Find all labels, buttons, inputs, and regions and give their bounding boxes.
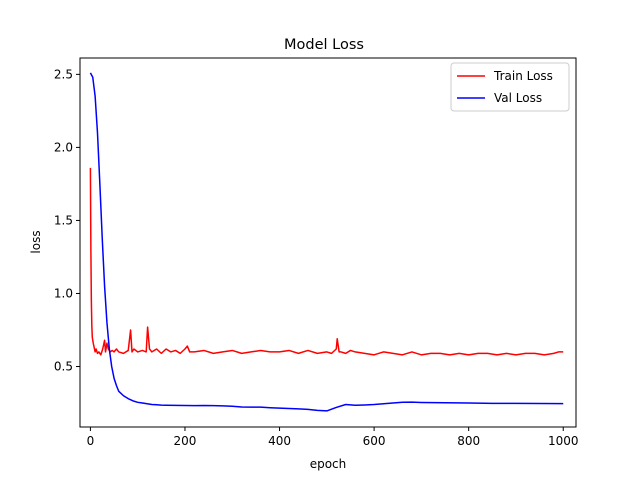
y-tick-label: 0.5 bbox=[54, 360, 73, 374]
x-tick-label: 0 bbox=[87, 434, 95, 448]
chart-title: Model Loss bbox=[284, 37, 364, 53]
plot-area bbox=[79, 57, 577, 428]
y-axis: 0.5 1.0 1.5 2.0 2.5 bbox=[54, 67, 80, 374]
series-layer bbox=[89, 72, 564, 412]
x-tick-label: 600 bbox=[363, 434, 386, 448]
legend-label-val-loss: Val Loss bbox=[494, 91, 542, 105]
legend-label-train-loss: Train Loss bbox=[493, 69, 553, 83]
x-axis: 0 200 400 600 800 1000 bbox=[87, 427, 579, 448]
y-axis-title: loss bbox=[29, 230, 43, 253]
y-tick-label: 2.5 bbox=[54, 67, 73, 81]
series-line-val-loss bbox=[89, 72, 564, 412]
legend: Train Loss Val Loss bbox=[450, 62, 570, 112]
plot-frame bbox=[79, 57, 577, 428]
y-tick-label: 1.0 bbox=[54, 286, 73, 300]
x-tick-label: 1000 bbox=[548, 434, 579, 448]
legend-box bbox=[450, 62, 570, 112]
x-tick-label: 800 bbox=[457, 434, 480, 448]
x-axis-title: epoch bbox=[310, 457, 347, 471]
legend-items: Train Loss Val Loss bbox=[457, 69, 553, 105]
series-line-train-loss bbox=[89, 167, 564, 356]
x-tick-label: 400 bbox=[268, 434, 291, 448]
x-tick-label: 200 bbox=[174, 434, 197, 448]
y-tick-label: 2.0 bbox=[54, 140, 73, 154]
y-tick-label: 1.5 bbox=[54, 213, 73, 227]
